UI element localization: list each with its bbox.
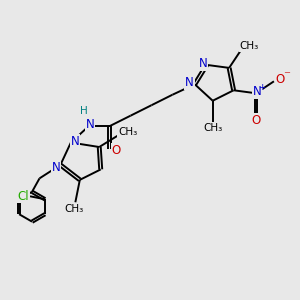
Text: N: N — [52, 161, 60, 174]
Text: CH₃: CH₃ — [64, 204, 83, 214]
Text: CH₃: CH₃ — [203, 123, 222, 133]
Text: CH₃: CH₃ — [240, 41, 259, 51]
Text: N: N — [253, 85, 262, 98]
Text: N: N — [185, 76, 194, 89]
Text: N: N — [71, 134, 80, 148]
Text: N: N — [199, 57, 208, 70]
Text: ⁻: ⁻ — [283, 69, 290, 82]
Text: N: N — [86, 118, 95, 131]
Text: +: + — [258, 83, 265, 92]
Text: H: H — [80, 106, 88, 116]
Text: O: O — [112, 143, 121, 157]
Text: O: O — [276, 73, 285, 86]
Text: Cl: Cl — [18, 190, 29, 203]
Text: O: O — [251, 114, 261, 127]
Text: CH₃: CH₃ — [118, 127, 137, 137]
